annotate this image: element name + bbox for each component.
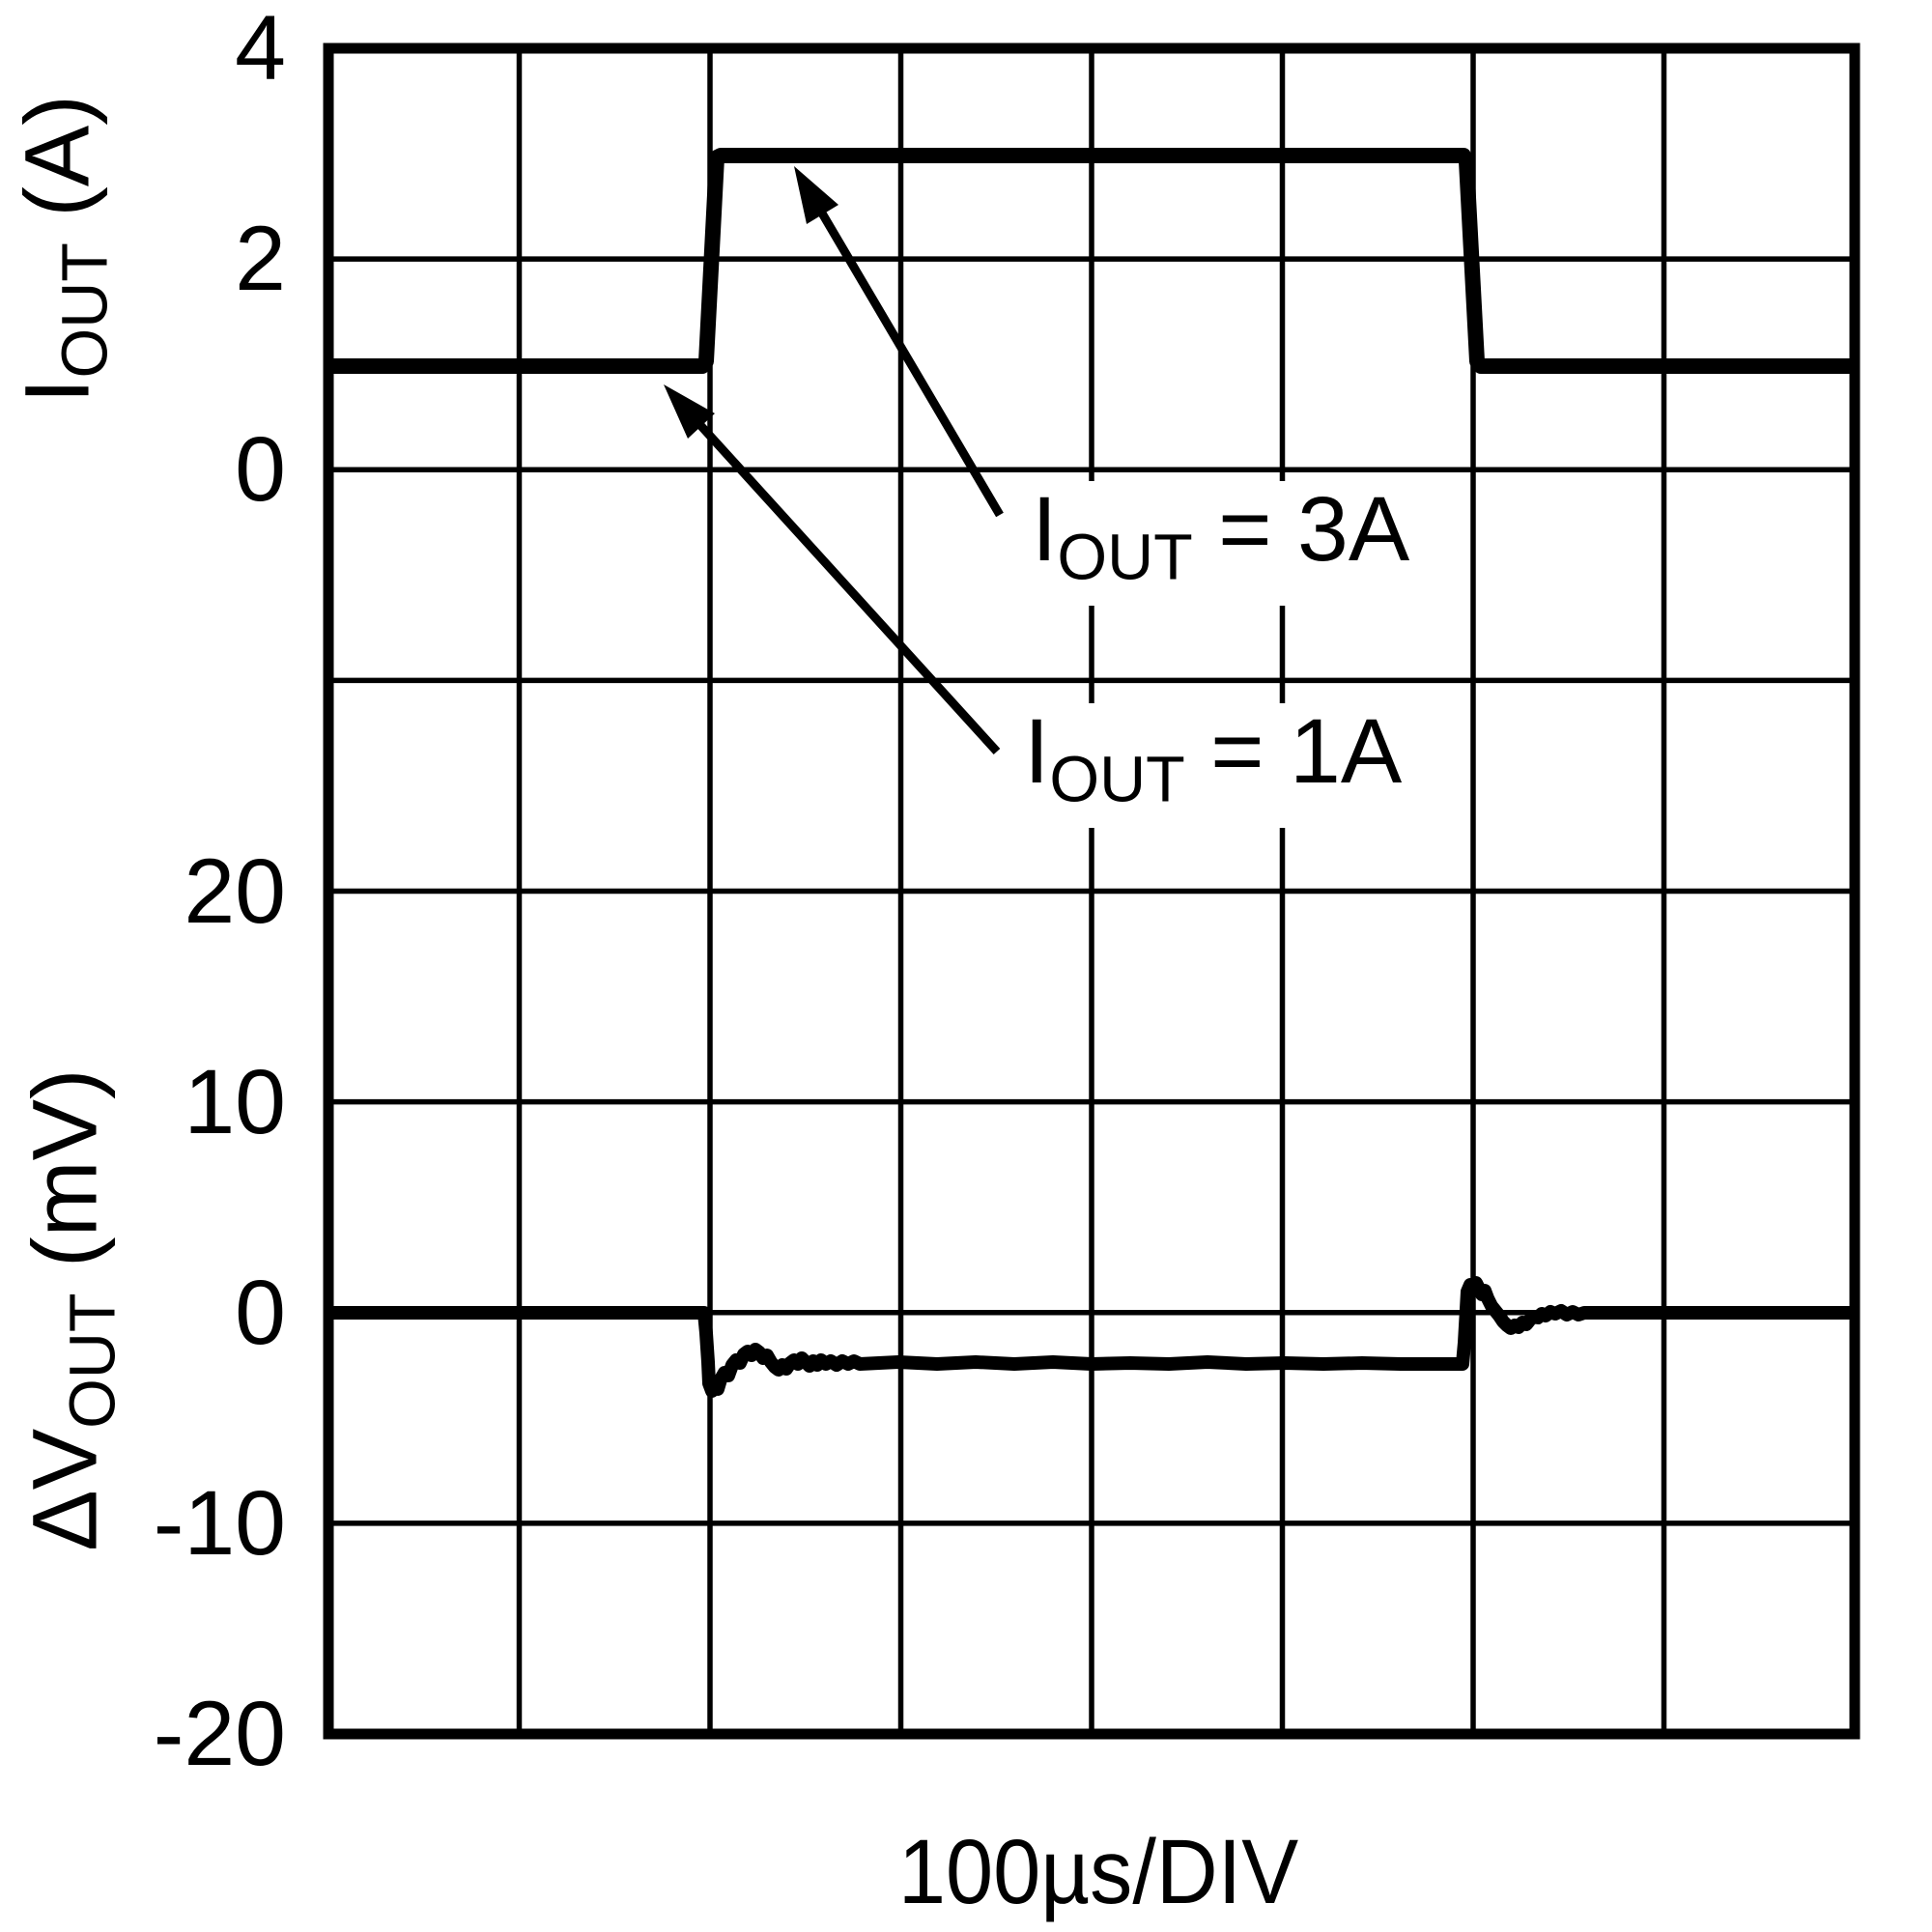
dvout-trace <box>328 1276 1855 1398</box>
ytick-20mv: 20 <box>184 840 286 943</box>
x-axis-title: 100µs/DIV <box>897 1821 1299 1923</box>
ytick-m20mv: -20 <box>153 1683 286 1785</box>
ytick-10mv: 10 <box>184 1051 286 1153</box>
ytick-0mv: 0 <box>235 1262 286 1364</box>
annotation-iout-3a: IOUT = 3A <box>1024 481 1418 607</box>
ytick-m10mv: -10 <box>153 1472 286 1575</box>
y-axis-title-iout: IOUT (A) <box>6 95 122 404</box>
arrow-to-3a-level-shaft <box>817 209 1004 518</box>
plot-border <box>323 43 1861 1740</box>
annotation-iout-1a: IOUT = 1A <box>1016 703 1410 829</box>
ytick-2a: 2 <box>235 208 286 310</box>
ytick-0a: 0 <box>235 418 286 521</box>
ytick-4a: 4 <box>235 0 286 99</box>
y-axis-title-dvout: ΔVOUT (mV) <box>14 1068 129 1551</box>
arrow-to-1a-level-shaft <box>696 420 1001 755</box>
arrow-to-1a-level-head <box>664 384 715 439</box>
arrow-to-3a-level-head <box>794 166 838 224</box>
iout-trace <box>328 148 1855 374</box>
